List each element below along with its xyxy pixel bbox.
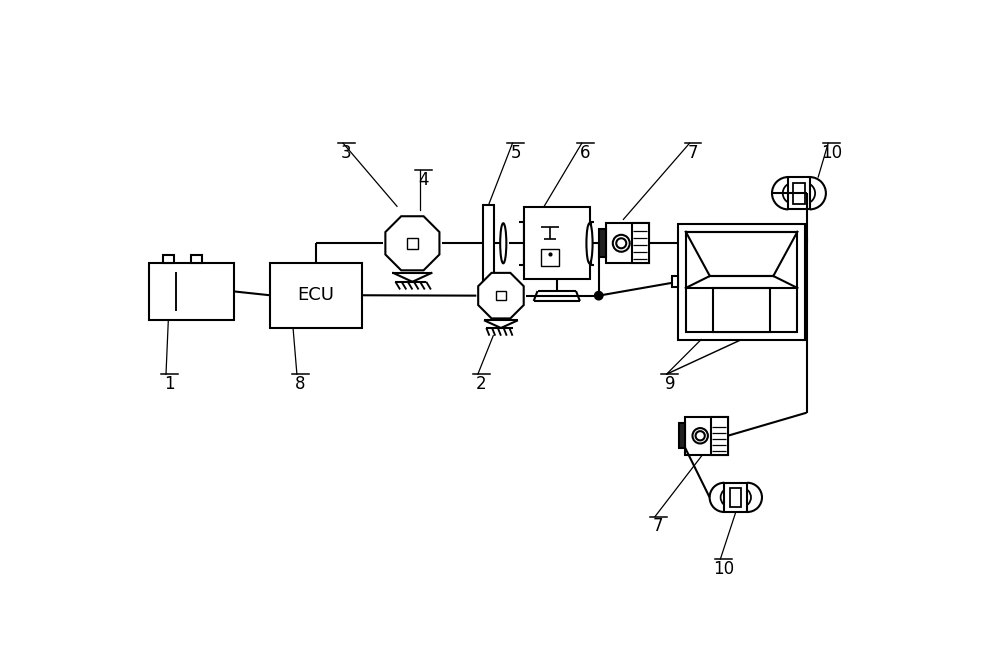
Bar (793, 183, 805, 203)
Bar (163, 255, 174, 263)
Ellipse shape (586, 223, 593, 263)
Text: 3: 3 (341, 144, 352, 162)
Bar (711, 416, 728, 455)
Bar (606, 223, 649, 263)
Circle shape (613, 235, 630, 251)
Bar (191, 255, 202, 263)
Bar (496, 291, 506, 300)
Bar (632, 223, 649, 263)
Bar (149, 263, 234, 320)
Text: 2: 2 (476, 375, 487, 393)
Bar (724, 483, 747, 512)
Text: 5: 5 (511, 144, 521, 162)
Bar (483, 205, 494, 281)
Bar (524, 207, 590, 279)
Bar (679, 424, 685, 448)
Bar (541, 249, 559, 265)
Bar (599, 229, 606, 257)
Text: ECU: ECU (298, 286, 335, 304)
Ellipse shape (500, 223, 506, 263)
Text: 7: 7 (688, 144, 698, 162)
Text: 7: 7 (653, 518, 664, 536)
Bar (686, 231, 797, 331)
Circle shape (696, 431, 705, 440)
Polygon shape (478, 273, 524, 318)
Text: 4: 4 (418, 171, 429, 189)
Bar (788, 177, 810, 209)
Text: 9: 9 (665, 375, 675, 393)
Bar (713, 288, 770, 331)
Circle shape (616, 238, 626, 248)
Text: 6: 6 (580, 144, 590, 162)
Polygon shape (385, 216, 439, 270)
Text: 8: 8 (295, 375, 306, 393)
Text: 10: 10 (821, 144, 842, 162)
Circle shape (692, 428, 708, 444)
Bar (730, 488, 741, 507)
Bar (678, 224, 805, 340)
Text: 10: 10 (713, 560, 734, 578)
Bar (270, 263, 362, 328)
Circle shape (595, 291, 603, 299)
Bar (407, 237, 418, 249)
Bar (685, 416, 728, 455)
Bar (672, 276, 678, 287)
Text: 1: 1 (164, 375, 175, 393)
